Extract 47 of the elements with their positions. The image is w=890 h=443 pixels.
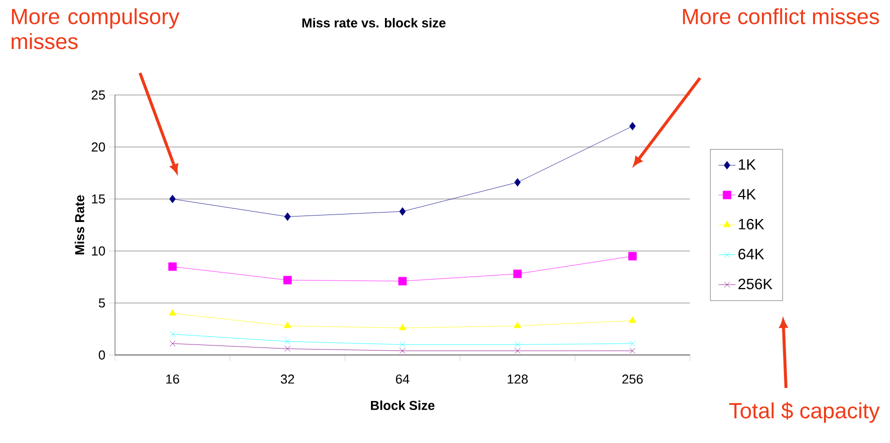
point: [284, 212, 291, 221]
legend-label: 64K: [738, 248, 764, 260]
x-tick-label: 32: [280, 374, 294, 384]
legend-label: 1K: [738, 159, 756, 170]
chart-title: Miss rate vs. block size: [302, 18, 446, 28]
y-tick-label: 25: [92, 90, 105, 100]
point: [514, 348, 521, 354]
text: More conflict misses: [683, 8, 879, 24]
point: [513, 270, 522, 278]
x-axis-title: Block Size: [370, 400, 434, 410]
point: [629, 340, 636, 347]
point: [628, 252, 637, 260]
point: [284, 346, 291, 352]
y-tick-label: 15: [92, 194, 105, 204]
point: [398, 324, 406, 330]
point: [399, 207, 406, 216]
point: [399, 348, 406, 354]
legend-label: 256K: [738, 278, 772, 290]
y-axis-title: Miss Rate: [74, 195, 84, 254]
y-tick-label: 5: [98, 298, 105, 308]
text: Total $ capacity: [729, 402, 880, 423]
point: [168, 309, 176, 316]
point: [628, 316, 636, 323]
point: [514, 178, 521, 187]
x-tick-label: 256: [622, 374, 643, 384]
x-tick-label: 16: [166, 374, 180, 384]
point: [169, 194, 176, 204]
y-tick-label: 20: [92, 142, 105, 152]
y-tick-label: 0: [98, 350, 105, 360]
point: [284, 338, 291, 344]
x-tick-label: 64: [396, 374, 410, 384]
point: [629, 122, 636, 130]
point: [169, 331, 176, 338]
legend-label: 4K: [738, 189, 756, 200]
text: More compulsory misses: [12, 8, 180, 50]
legend-label: 16K: [738, 218, 764, 230]
point: [398, 276, 407, 286]
point: [399, 342, 406, 348]
point: [168, 262, 177, 271]
point: [629, 348, 636, 354]
y-tick-label: 10: [92, 246, 105, 256]
point: [283, 276, 292, 284]
x-tick-label: 128: [508, 374, 528, 384]
point: [514, 322, 522, 328]
point: [514, 342, 521, 348]
point: [284, 322, 292, 328]
point: [169, 340, 176, 347]
